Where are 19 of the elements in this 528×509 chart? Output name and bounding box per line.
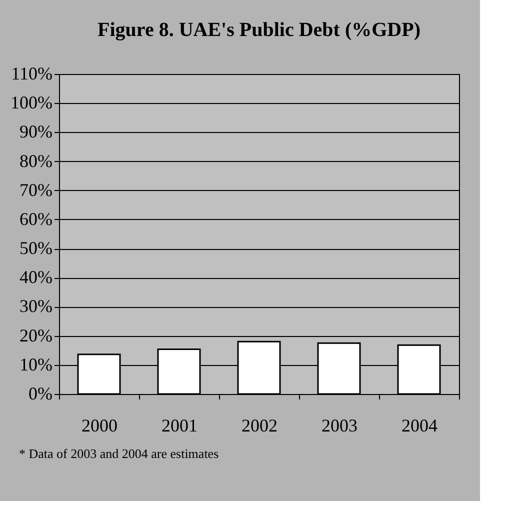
y-tick-label: 30% [20, 296, 52, 316]
x-tick-label: 2003 [322, 416, 358, 436]
y-tick-label: 80% [20, 150, 52, 171]
x-tick-label: 2000 [82, 416, 118, 436]
y-tick-label: 20% [20, 325, 52, 346]
y-tick-label: 50% [20, 238, 52, 258]
x-tick-label: 2002 [242, 416, 278, 436]
text: * Data of 2003 and 2004 are estimates [19, 446, 219, 461]
y-tick-label: 40% [20, 267, 52, 288]
y-tick-label: 0% [28, 384, 52, 404]
y-tick-label: 90% [20, 122, 52, 142]
y-tick-label: 60% [20, 208, 52, 229]
y-tick-label: 100% [10, 92, 52, 113]
x-tick-label: 2001 [162, 416, 198, 436]
chart-title: Figure 8. UAE's Public Debt (%GDP) [98, 19, 420, 41]
x-tick-label: 2004 [402, 416, 438, 436]
y-tick-label: 70% [20, 180, 52, 200]
y-tick-label: 10% [20, 354, 52, 374]
y-tick-label: 110% [11, 64, 53, 84]
